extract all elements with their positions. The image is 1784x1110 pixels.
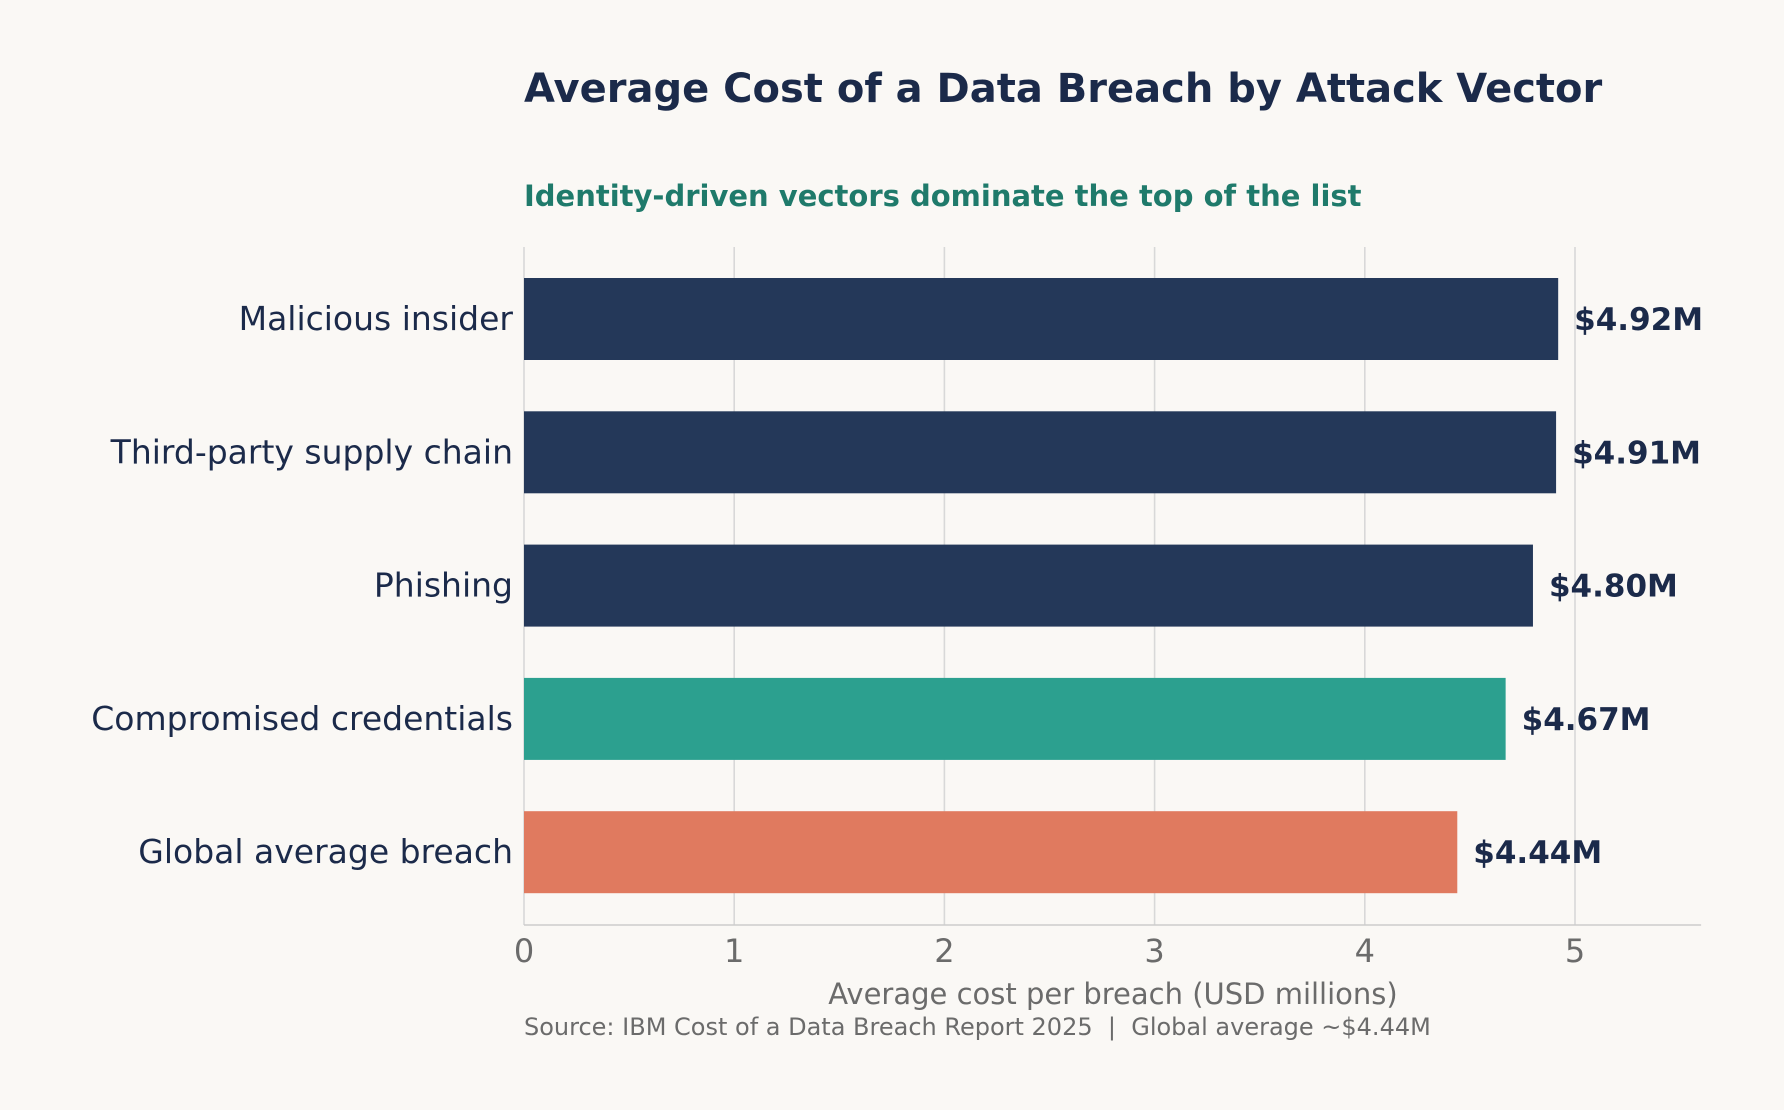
value-label: $4.80M xyxy=(1549,569,1678,605)
bars xyxy=(524,278,1559,894)
x-axis-label: Average cost per breach (USD millions) xyxy=(828,977,1397,1011)
chart-subtitle: Identity-driven vectors dominate the top… xyxy=(524,179,1362,213)
x-tick-label: 5 xyxy=(1565,932,1585,970)
x-axis-ticks: 0 1 2 3 4 5 xyxy=(514,932,1585,970)
chart-title: Average Cost of a Data Breach by Attack … xyxy=(524,66,1603,112)
category-label: Phishing xyxy=(374,566,513,605)
value-label: $4.91M xyxy=(1572,435,1701,471)
value-label: $4.67M xyxy=(1522,702,1651,738)
x-tick-label: 0 xyxy=(514,932,534,970)
category-label: Third-party supply chain xyxy=(110,432,513,471)
bar xyxy=(524,677,1506,760)
source-note: Source: IBM Cost of a Data Breach Report… xyxy=(524,1013,1431,1041)
category-label: Global average breach xyxy=(138,832,513,871)
category-labels: Malicious insider Third-party supply chai… xyxy=(91,299,513,871)
bar xyxy=(524,278,1559,360)
category-label: Compromised credentials xyxy=(91,699,513,738)
value-labels: $4.92M $4.91M $4.80M $4.67M $4.44M xyxy=(1473,302,1703,871)
bar xyxy=(524,544,1533,627)
bar xyxy=(524,811,1458,894)
bar xyxy=(524,411,1557,494)
x-tick-label: 1 xyxy=(724,932,744,970)
value-label: $4.92M xyxy=(1574,302,1703,338)
category-label: Malicious insider xyxy=(239,299,514,338)
x-tick-label: 4 xyxy=(1355,932,1375,970)
value-label: $4.44M xyxy=(1473,835,1602,871)
x-tick-label: 2 xyxy=(934,932,954,970)
x-tick-label: 3 xyxy=(1144,932,1164,970)
